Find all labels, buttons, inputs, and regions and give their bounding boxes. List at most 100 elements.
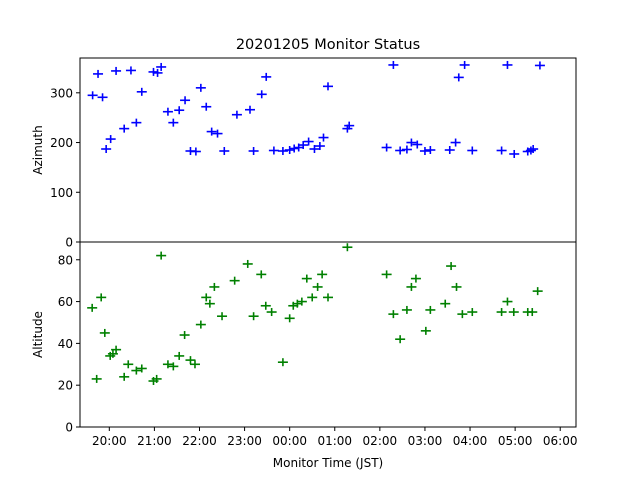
altitude-point	[87, 303, 98, 312]
altitude-point	[256, 270, 267, 279]
altitude-y-axis: 0 20 40 60 80	[58, 253, 80, 435]
azimuth-ytick-label: 0	[65, 236, 73, 250]
altitude-point	[425, 305, 436, 314]
altitude-point	[277, 358, 288, 367]
altitude-point	[99, 328, 110, 337]
altitude-point	[457, 310, 468, 319]
azimuth-point	[261, 72, 272, 81]
azimuth-point	[419, 146, 430, 155]
altitude-point	[301, 274, 312, 283]
altitude-point	[174, 351, 185, 360]
x-tick-label: 01:00	[317, 434, 352, 448]
azimuth-point	[277, 146, 288, 155]
x-tick-label: 00:00	[272, 434, 307, 448]
azimuth-point	[502, 60, 513, 69]
azimuth-point	[303, 137, 314, 146]
azimuth-point	[323, 82, 333, 91]
azimuth-point	[395, 146, 406, 155]
azimuth-point	[534, 61, 545, 70]
x-tick-label: 03:00	[408, 434, 443, 448]
altitude-point	[467, 308, 478, 317]
azimuth-ytick-label: 200	[50, 136, 73, 150]
altitude-point	[342, 243, 353, 252]
altitude-series	[87, 243, 543, 386]
azimuth-point	[509, 149, 520, 158]
altitude-point	[168, 362, 179, 371]
altitude-point	[446, 262, 457, 271]
azimuth-point	[105, 135, 116, 144]
altitude-ytick-label: 80	[58, 253, 73, 267]
azimuth-point	[168, 118, 179, 127]
altitude-point	[502, 297, 513, 306]
altitude-point	[179, 331, 190, 340]
azimuth-point	[180, 96, 191, 105]
azimuth-series	[87, 60, 545, 158]
altitude-point	[91, 374, 102, 383]
altitude-point	[284, 314, 295, 323]
azimuth-axis-label: Azimuth	[31, 125, 45, 174]
altitude-point	[496, 308, 507, 317]
azimuth-point	[162, 107, 173, 116]
altitude-point	[266, 308, 277, 317]
azimuth-point	[289, 144, 300, 153]
altitude-point	[209, 282, 220, 291]
azimuth-point	[450, 138, 461, 147]
azimuth-point	[248, 146, 259, 155]
x-tick-label: 06:00	[543, 434, 578, 448]
altitude-point	[260, 301, 271, 310]
azimuth-point	[206, 127, 217, 136]
altitude-point	[317, 270, 328, 279]
altitude-point	[195, 320, 206, 329]
altitude-point	[185, 356, 196, 365]
azimuth-point	[174, 106, 185, 115]
altitude-point	[111, 345, 122, 354]
x-tick-label: 22:00	[182, 434, 217, 448]
altitude-ytick-label: 0	[65, 421, 73, 435]
azimuth-point	[219, 146, 230, 155]
altitude-point	[395, 335, 406, 344]
x-tick-label: 04:00	[453, 434, 488, 448]
azimuth-point	[101, 145, 112, 154]
altitude-ytick-label: 60	[58, 295, 73, 309]
altitude-point	[440, 299, 451, 308]
azimuth-point	[212, 129, 223, 138]
azimuth-point	[344, 121, 355, 130]
azimuth-point	[244, 105, 255, 114]
altitude-point	[401, 305, 412, 314]
azimuth-y-axis: 0 100 200 300	[50, 86, 80, 250]
time-x-axis: 20:00 21:00 22:00 23:00 00:00 01:00 02:00 03:00…	[92, 427, 578, 448]
altitude-point	[381, 270, 392, 279]
azimuth-point	[256, 90, 267, 99]
azimuth-point	[156, 62, 167, 71]
azimuth-point	[268, 146, 279, 155]
altitude-point	[420, 326, 431, 335]
x-tick-label: 23:00	[227, 434, 262, 448]
altitude-point	[410, 274, 421, 283]
altitude-point	[312, 282, 323, 291]
altitude-point	[217, 312, 228, 321]
altitude-point	[242, 259, 253, 268]
azimuth-point	[401, 145, 412, 154]
altitude-point	[532, 287, 543, 296]
azimuth-point	[453, 73, 464, 82]
altitude-axis-label: Altitude	[31, 311, 45, 358]
altitude-point	[162, 360, 173, 369]
altitude-point	[189, 360, 200, 369]
azimuth-point	[467, 146, 478, 155]
x-tick-label: 21:00	[137, 434, 172, 448]
azimuth-point	[525, 146, 536, 155]
azimuth-point	[284, 146, 295, 154]
azimuth-panel: 0 100 200 300 Azimuth	[31, 57, 577, 250]
x-tick-label: 05:00	[498, 434, 533, 448]
azimuth-point	[131, 118, 142, 127]
altitude-point	[406, 282, 417, 291]
altitude-panel: 0 20 40 60 80 Altitude	[31, 241, 577, 435]
azimuth-point	[309, 145, 320, 154]
azimuth-point	[201, 102, 212, 111]
azimuth-point	[406, 138, 417, 147]
altitude-frame	[79, 241, 577, 428]
azimuth-point	[87, 91, 98, 100]
azimuth-ytick-label: 300	[50, 86, 73, 100]
altitude-point	[119, 372, 130, 381]
azimuth-point	[195, 83, 206, 92]
